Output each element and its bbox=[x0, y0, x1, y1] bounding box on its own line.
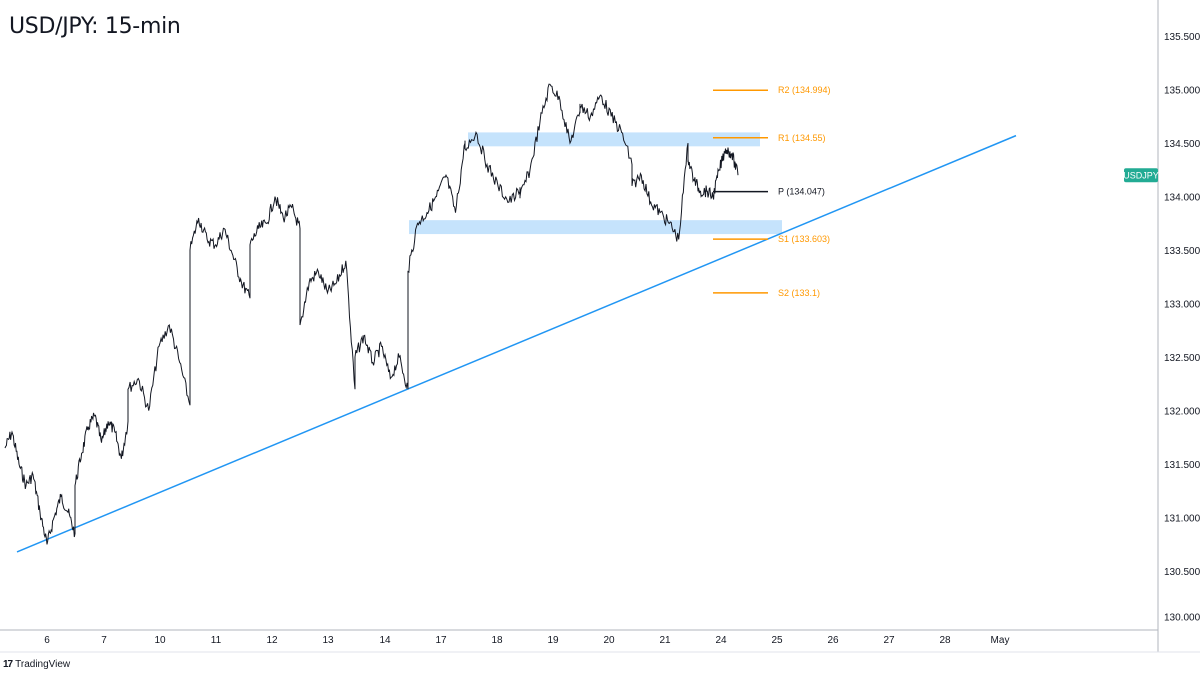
tradingview-logo-icon: 17 bbox=[3, 659, 13, 670]
tradingview-brand[interactable]: 17 TradingView bbox=[3, 659, 70, 670]
y-tick-label: 130.000 bbox=[1164, 613, 1200, 624]
y-tick-label: 131.000 bbox=[1164, 514, 1200, 525]
pivot-layer: R2 (134.994) R1 (134.55) P (134.047) S1 (13… bbox=[713, 85, 831, 298]
x-tick-label: 28 bbox=[939, 635, 951, 646]
trendline bbox=[16, 134, 1017, 553]
x-tick-label: 17 bbox=[435, 635, 447, 646]
pivot-label: S2 (133.1) bbox=[778, 288, 820, 298]
y-tick-label: 130.500 bbox=[1164, 567, 1200, 578]
x-tick-label: 20 bbox=[603, 635, 615, 646]
x-tick-label: 7 bbox=[101, 635, 107, 646]
pivot-label: R1 (134.55) bbox=[778, 133, 826, 143]
zone-band bbox=[468, 132, 760, 147]
x-tick-label: 10 bbox=[154, 635, 166, 646]
price-tag-box bbox=[1124, 168, 1158, 183]
y-tick-label: 135.000 bbox=[1164, 86, 1200, 97]
series-layer bbox=[4, 83, 739, 545]
x-tick-label: 18 bbox=[491, 635, 503, 646]
price-tag-label: USDJPY bbox=[1123, 171, 1159, 181]
y-tick-label: 132.500 bbox=[1164, 353, 1200, 364]
pivot-label: R2 (134.994) bbox=[778, 85, 831, 95]
x-tick-label: 6 bbox=[44, 635, 50, 646]
chart-title: USD/JPY: 15-min bbox=[9, 14, 181, 39]
x-tick-label: 25 bbox=[771, 635, 783, 646]
brand-name: TradingView bbox=[15, 659, 71, 670]
x-tick-label: 27 bbox=[883, 635, 895, 646]
x-tick-label: May bbox=[991, 635, 1010, 646]
y-tick-label: 134.500 bbox=[1164, 139, 1200, 150]
y-tick-label: 131.500 bbox=[1164, 460, 1200, 471]
pivot-label: S1 (133.603) bbox=[778, 234, 830, 244]
x-tick-label: 21 bbox=[659, 635, 671, 646]
y-tick-label: 135.500 bbox=[1164, 32, 1200, 43]
pivot-label: P (134.047) bbox=[778, 187, 825, 197]
y-tick-label: 133.500 bbox=[1164, 246, 1200, 257]
zones-layer bbox=[409, 132, 782, 235]
x-tick-label: 11 bbox=[211, 635, 222, 646]
x-tick-label: 14 bbox=[379, 635, 391, 646]
x-tick-label: 26 bbox=[827, 635, 839, 646]
price-series-line bbox=[4, 83, 739, 545]
x-tick-label: 24 bbox=[715, 635, 727, 646]
x-tick-label: 13 bbox=[322, 635, 334, 646]
axes-layer: 130.000 130.500 131.000 131.500 132.000 132.5… bbox=[0, 0, 1200, 653]
y-tick-label: 132.000 bbox=[1164, 407, 1200, 418]
x-tick-label: 19 bbox=[547, 635, 559, 646]
zone-band bbox=[409, 220, 782, 235]
x-tick-label: 12 bbox=[266, 635, 278, 646]
trendline-layer bbox=[16, 134, 1017, 553]
y-tick-label: 133.000 bbox=[1164, 300, 1200, 311]
y-tick-label: 134.000 bbox=[1164, 193, 1200, 204]
